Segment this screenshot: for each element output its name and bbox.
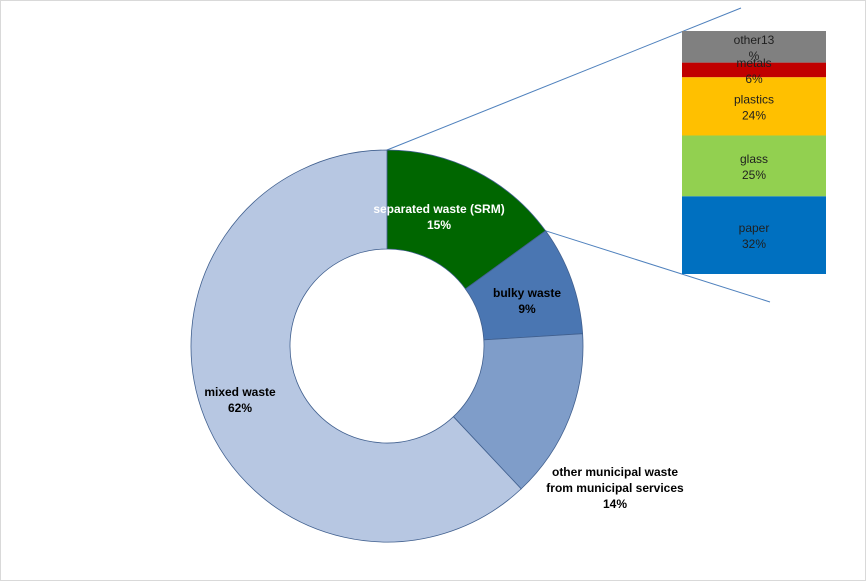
slice-label-bulky-waste: bulky waste 9% [493,286,561,316]
connector-line-bottom [545,230,771,303]
bar-label-metals: metals 6% [736,56,771,86]
slice-mixed-waste [190,149,522,543]
bar-label-paper: paper 32% [739,221,770,251]
bar-segment-metals [682,62,826,78]
bar-label-other13: other13% [734,33,775,63]
bar-segment-glass [682,135,826,197]
stacked-breakdown-bar [682,31,826,274]
slice-label-mixed-waste: mixed waste 62% [204,385,276,415]
bar-label-plastics: plastics 24% [734,92,774,122]
bar-segment-other13 [682,31,826,63]
bar-segment-paper [682,196,826,274]
doughnut-labels: separated waste (SRM) 15% bulky waste 9% oth… [204,202,684,511]
bar-label-glass: glass 25% [740,152,768,182]
stacked-bar-labels: paper 32% glass 25% plastics 24% metals 6%other… [734,33,775,251]
slice-label-separated-waste-srm: separated waste (SRM) 15% [373,202,504,232]
slice-label-other-municipal-waste-from-municipal-services: other municipal waste from municipal serv… [546,465,684,511]
doughnut-chart [190,149,584,543]
bar-segment-plastics [682,77,826,136]
